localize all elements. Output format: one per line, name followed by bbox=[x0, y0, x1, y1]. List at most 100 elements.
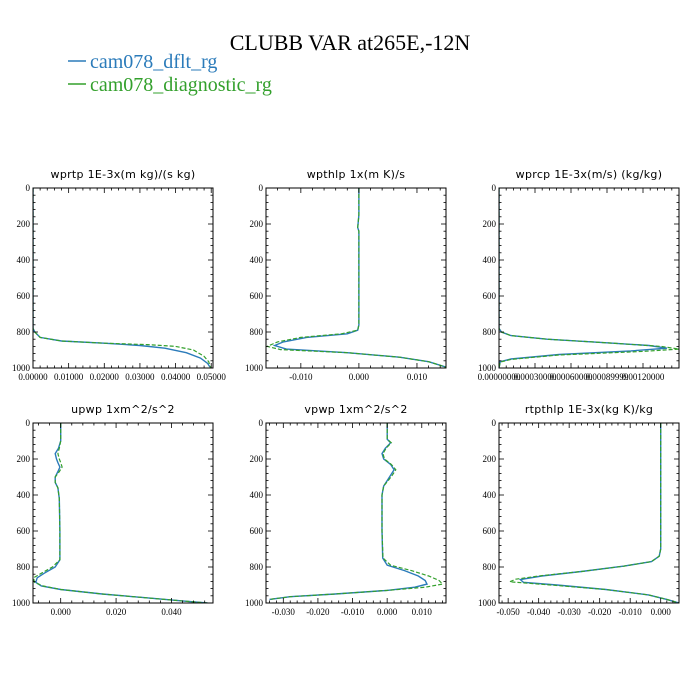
x-tick-label: 0.000 bbox=[51, 607, 72, 617]
x-tick-label: 0.00000000 bbox=[478, 372, 521, 382]
x-tick-label: 0.000 bbox=[377, 607, 398, 617]
plot-frame bbox=[32, 422, 214, 604]
x-tick-label: 0.05000 bbox=[197, 372, 227, 382]
legend-label-diagnostic: cam078_diagnostic_rg bbox=[90, 74, 272, 96]
x-tick-label: 0.01000 bbox=[54, 372, 84, 382]
series-group bbox=[266, 188, 446, 368]
panel-title: wprcp 1E-3x(m/s) (kg/kg) bbox=[516, 168, 663, 181]
y-tick-label: 400 bbox=[483, 490, 497, 500]
y-tick-label: 600 bbox=[483, 291, 497, 301]
x-tick-label: -0.050 bbox=[497, 607, 521, 617]
y-tick-label: 400 bbox=[17, 255, 31, 265]
y-tick-label: 0 bbox=[259, 418, 264, 428]
series-group bbox=[33, 423, 208, 603]
y-tick-label: 1000 bbox=[12, 598, 31, 608]
y-tick-label: 400 bbox=[250, 490, 264, 500]
panel-title: rtpthlp 1E-3x(kg K)/kg bbox=[525, 403, 653, 416]
y-tick-label: 600 bbox=[250, 291, 264, 301]
y-tick-label: 1000 bbox=[245, 598, 264, 608]
x-tick-label: -0.010 bbox=[341, 607, 365, 617]
series-line-diagnostic bbox=[269, 423, 444, 600]
series-line-diagnostic bbox=[33, 423, 208, 603]
x-tick-label: 0.020 bbox=[106, 607, 127, 617]
y-tick-label: 600 bbox=[17, 291, 31, 301]
figure-title: CLUBB VAR at265E,-12N bbox=[230, 30, 471, 55]
series-line-dflt bbox=[34, 423, 208, 603]
series-line-diagnostic bbox=[33, 188, 212, 368]
series-line-dflt bbox=[499, 188, 668, 368]
y-tick-label: 800 bbox=[483, 327, 497, 337]
panel-1: wpthlp 1x(m K)/s 0 200 400 600 800 1000 -0.010 0… bbox=[245, 168, 447, 382]
series-line-diagnostic bbox=[266, 188, 446, 368]
y-tick-label: 600 bbox=[250, 526, 264, 536]
x-tick-label: 0.000 bbox=[651, 607, 672, 617]
plot-frame bbox=[265, 422, 447, 604]
y-tick-label: 0 bbox=[259, 183, 264, 193]
y-tick-label: 400 bbox=[250, 255, 264, 265]
panel-5: rtpthlp 1E-3x(kg K)/kg02004006008001000-… bbox=[478, 403, 680, 617]
x-tick-label: 0.00060000 bbox=[550, 372, 593, 382]
y-tick-label: 800 bbox=[250, 327, 264, 337]
y-tick-label: 600 bbox=[17, 526, 31, 536]
x-tick-label: -0.010 bbox=[619, 607, 643, 617]
panel-2: wprcp 1E-3x(m/s) (kg/kg) 0 200 400 600 800 100… bbox=[478, 168, 680, 382]
y-tick-label: 400 bbox=[17, 490, 31, 500]
series-group bbox=[509, 423, 679, 603]
y-tick-label: 800 bbox=[250, 562, 264, 572]
y-tick-label: 1000 bbox=[478, 363, 497, 373]
x-tick-label: -0.020 bbox=[306, 607, 330, 617]
x-tick-label: 0.010 bbox=[412, 607, 433, 617]
y-tick-label: 1000 bbox=[245, 363, 264, 373]
y-tick-label: 1000 bbox=[478, 598, 497, 608]
series-line-dflt bbox=[272, 188, 446, 368]
y-tick-label: 800 bbox=[17, 562, 31, 572]
panel-4: vpwp 1xm^2/s^2 0 200 400 600 800 1000 -0.030 -0.… bbox=[245, 403, 447, 617]
y-tick-label: 800 bbox=[17, 327, 31, 337]
plot-frame bbox=[498, 422, 680, 604]
y-tick-label: 200 bbox=[17, 454, 31, 464]
x-tick-label: 0.010 bbox=[407, 372, 428, 382]
y-tick-label: 200 bbox=[250, 219, 264, 229]
panel-title: upwp 1xm^2/s^2 bbox=[71, 403, 175, 416]
x-tick-label: 0.04000 bbox=[161, 372, 191, 382]
x-tick-label: 0.040 bbox=[161, 607, 182, 617]
series-line-dflt bbox=[269, 423, 429, 601]
legend: cam078_dflt_rg cam078_diagnostic_rg bbox=[68, 51, 272, 96]
y-tick-label: 0 bbox=[492, 183, 497, 193]
panel-title: wpthlp 1x(m K)/s bbox=[307, 168, 406, 181]
x-tick-label: 0.000 bbox=[349, 372, 370, 382]
x-tick-label: -0.020 bbox=[588, 607, 612, 617]
panel-0: wprtp 1E-3x(m kg)/(s kg) 0 200 400 600 800 100… bbox=[12, 168, 226, 382]
x-tick-label: 0.00000 bbox=[18, 372, 48, 382]
y-tick-label: 200 bbox=[483, 454, 497, 464]
legend-label-dflt: cam078_dflt_rg bbox=[90, 51, 217, 73]
y-tick-label: 0 bbox=[26, 418, 31, 428]
series-line-diagnostic bbox=[509, 423, 679, 603]
y-tick-label: 600 bbox=[483, 526, 497, 536]
plot-frame bbox=[32, 187, 214, 369]
x-tick-label: -0.030 bbox=[272, 607, 296, 617]
y-tick-label: 200 bbox=[250, 454, 264, 464]
x-tick-label: -0.030 bbox=[558, 607, 582, 617]
series-line-dflt bbox=[518, 423, 679, 603]
x-tick-label: -0.010 bbox=[289, 372, 313, 382]
x-tick-label: -0.040 bbox=[527, 607, 551, 617]
series-group bbox=[33, 188, 212, 368]
x-tick-label: 0.02000 bbox=[90, 372, 120, 382]
y-tick-label: 200 bbox=[17, 219, 31, 229]
series-line-diagnostic bbox=[499, 188, 679, 368]
y-tick-label: 0 bbox=[26, 183, 31, 193]
x-tick-label: 0.03000 bbox=[125, 372, 155, 382]
panels-group: wprtp 1E-3x(m kg)/(s kg) 0 200 400 600 800 100… bbox=[12, 168, 680, 617]
x-tick-label: 0.00089999 bbox=[586, 372, 629, 382]
plot-frame bbox=[265, 187, 447, 369]
y-tick-label: 800 bbox=[483, 562, 497, 572]
y-tick-label: 200 bbox=[483, 219, 497, 229]
y-tick-label: 0 bbox=[492, 418, 497, 428]
series-group bbox=[269, 423, 444, 601]
series-group bbox=[499, 188, 679, 368]
x-tick-label: 0.00120000 bbox=[622, 372, 665, 382]
plot-frame bbox=[498, 187, 680, 369]
y-tick-label: 400 bbox=[483, 255, 497, 265]
